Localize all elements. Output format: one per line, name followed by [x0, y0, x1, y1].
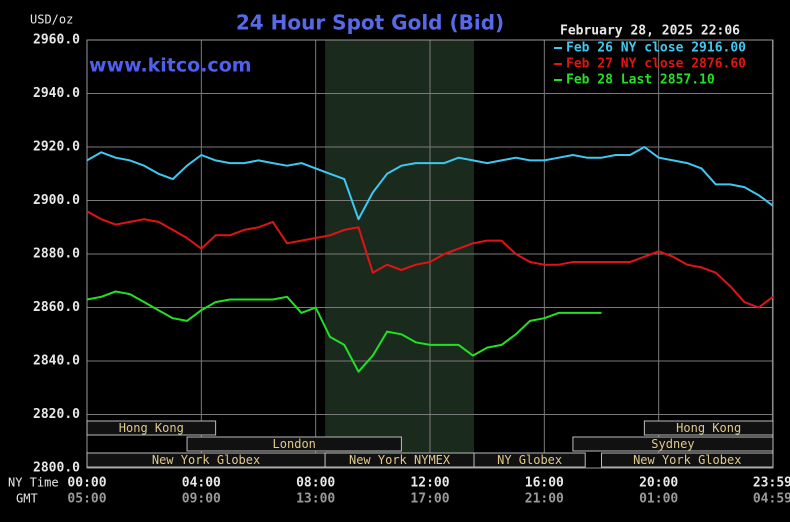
session-label: Hong Kong	[676, 421, 741, 435]
session-label: New York NYMEX	[349, 453, 451, 467]
session-label: NY Globex	[497, 453, 562, 467]
legend-label: Feb 26 NY close 2916.00	[566, 41, 746, 56]
series-line	[86, 290, 602, 373]
session-bar	[643, 420, 774, 436]
x-tick-label-gmt: 05:00	[67, 492, 106, 507]
x-tick-label: 00:00	[67, 476, 106, 491]
y-tick-label: 2920.0	[33, 140, 80, 155]
legend-label: Feb 27 NY close 2876.60	[566, 57, 746, 72]
x-tick-label: 20:00	[639, 476, 678, 491]
watermark: www.kitco.com	[89, 55, 252, 77]
x-tick-label-gmt: 17:00	[410, 492, 449, 507]
x-tick-label: 23:59	[753, 476, 790, 491]
session-bar	[86, 420, 217, 436]
chart-title: 24 Hour Spot Gold (Bid)	[236, 11, 504, 35]
session-label: New York Globex	[152, 453, 260, 467]
x-row-label: NY Time	[8, 476, 59, 490]
x-tick-label-gmt: 01:00	[639, 492, 678, 507]
session-bar	[186, 436, 402, 452]
x-tick-label-gmt: 09:00	[182, 492, 221, 507]
y-tick-label: 2960.0	[33, 33, 80, 48]
y-tick-label: 2860.0	[33, 300, 80, 315]
session-label: Sydney	[651, 437, 694, 451]
series-line	[86, 146, 774, 221]
y-tick-label: 2820.0	[33, 407, 80, 422]
legend-label: Feb 28 Last 2857.10	[566, 73, 715, 88]
x-row-label: GMT	[16, 492, 38, 506]
date-label: February 28, 2025 22:06	[560, 24, 740, 39]
y-tick-label: 2840.0	[33, 354, 80, 369]
x-tick-label-gmt: 04:59	[753, 492, 790, 507]
session-label: Hong Kong	[119, 421, 184, 435]
x-tick-label: 08:00	[296, 476, 335, 491]
x-tick-label-gmt: 21:00	[525, 492, 564, 507]
x-tick-label-gmt: 13:00	[296, 492, 335, 507]
session-bar	[601, 452, 774, 468]
x-tick-label: 12:00	[410, 476, 449, 491]
y-axis-label: USD/oz	[30, 13, 73, 27]
session-bar	[572, 436, 774, 452]
session-label: London	[273, 437, 316, 451]
y-tick-label: 2880.0	[33, 247, 80, 262]
session-bar	[473, 452, 586, 468]
plot-frame	[86, 39, 774, 469]
x-tick-label: 04:00	[182, 476, 221, 491]
series-line	[86, 210, 774, 309]
background-layer	[86, 39, 774, 469]
session-label: New York Globex	[633, 453, 741, 467]
y-tick-label: 2940.0	[33, 86, 80, 101]
x-tick-label: 16:00	[525, 476, 564, 491]
y-tick-label: 2800.0	[33, 461, 80, 476]
y-tick-label: 2900.0	[33, 193, 80, 208]
